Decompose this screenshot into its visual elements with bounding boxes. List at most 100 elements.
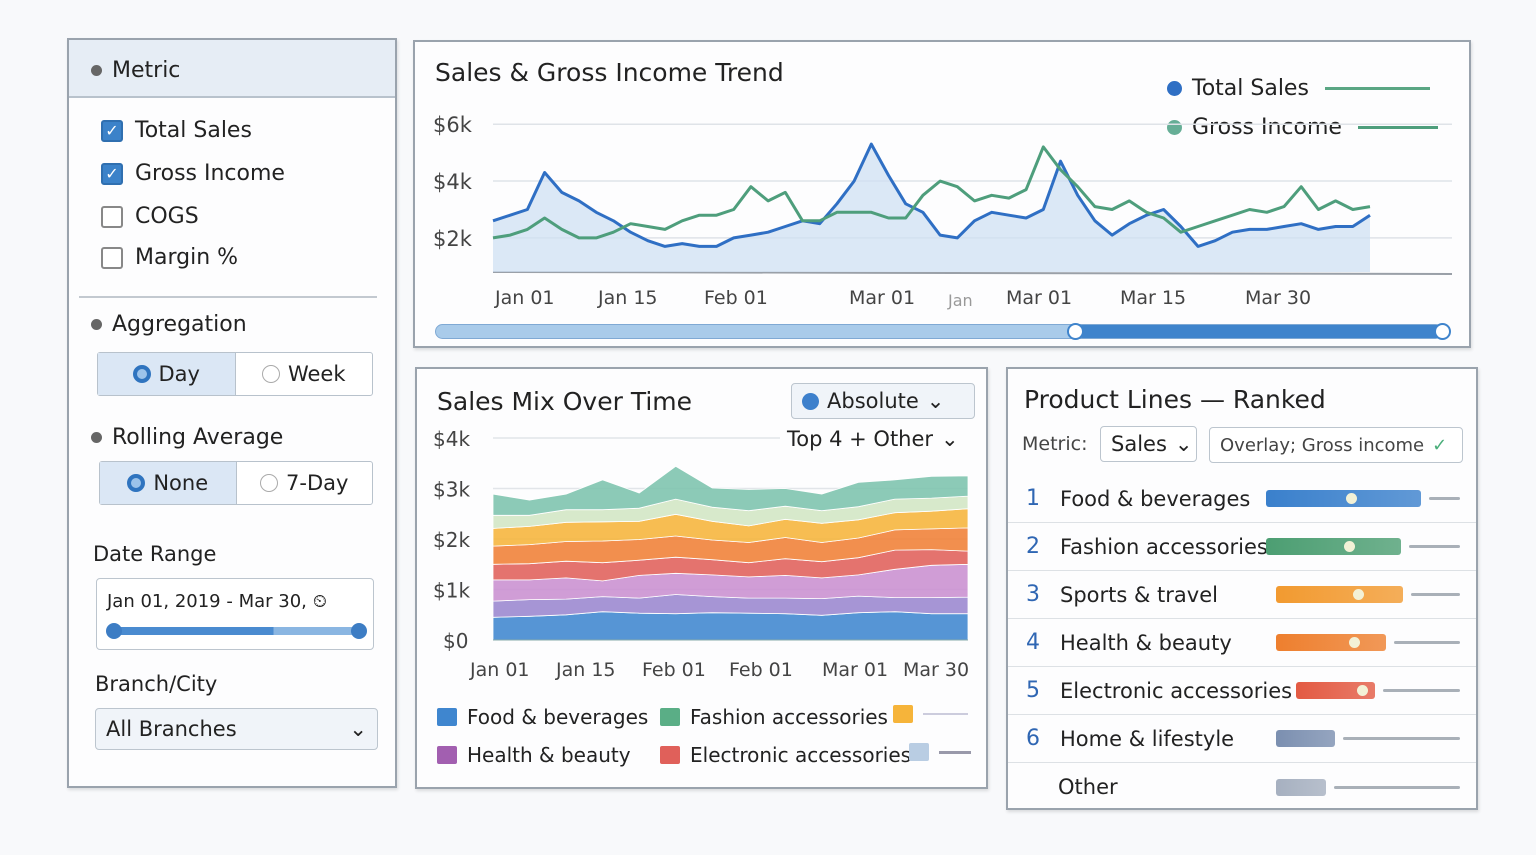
legend-label: Health & beauty [467,743,631,767]
product-line-label: Fashion accessories [1060,534,1268,559]
overlay-toggle[interactable]: Overlay; Gross income ✓ [1209,427,1463,463]
legend-gross-income[interactable]: Gross Income [1167,115,1438,140]
chevron-down-icon: ⌄ [941,427,959,451]
checkbox-margin[interactable]: Margin % [101,245,238,270]
gross-income-marker [1357,685,1368,696]
overlay-label: Overlay; Gross income [1220,434,1425,456]
option-day[interactable]: Day [98,353,236,395]
ranked-row[interactable]: 4 Health & beauty [1008,619,1476,667]
legend-swatch [660,746,680,764]
ranked-row[interactable]: 3 Sports & travel [1008,571,1476,619]
bar-track [1334,785,1460,789]
checkbox-label: Margin % [135,245,239,270]
branch-select[interactable]: All Branches ⌄ [95,708,378,750]
legend-label: Fashion accessories [690,705,888,729]
bullet-icon [91,432,102,443]
filter-sidebar: Metric ✓ Total Sales ✓ Gross Income COGS M… [67,38,397,788]
bullet-icon [91,319,102,330]
radio-icon [261,365,280,383]
grouping-value: Top 4 + Other [787,427,934,451]
sales-bar [1276,778,1326,796]
option-none[interactable]: None [100,462,237,504]
option-7-day[interactable]: 7-Day [237,462,373,504]
grouping-select[interactable]: Top 4 + Other ⌄ [787,427,959,451]
option-week[interactable]: Week [236,353,373,395]
product-line-label: Electronic accessories [1060,678,1293,703]
scrollbar-handle-right[interactable] [1434,323,1451,340]
bar-track [1429,497,1460,500]
ranked-row[interactable]: 5 Electronic accessories [1008,667,1476,715]
legend-total-sales[interactable]: Total Sales [1167,76,1430,101]
bar-track [1411,593,1460,596]
metric-select[interactable]: Sales ⌄ [1100,426,1197,462]
trend-title: Sales & Gross Income Trend [435,58,784,87]
scrollbar-handle-left[interactable] [1067,323,1084,340]
legend-dot-icon [1167,120,1182,135]
legend-swatch [660,708,680,726]
gross-income-marker [1349,637,1360,648]
legend-line-icon [923,713,968,715]
aggregation-toggle: Day Week [97,352,373,396]
bar-track [1409,545,1460,548]
metric-value: Sales [1111,432,1167,456]
legend-item-6[interactable] [909,743,971,761]
bar-track [1383,689,1460,692]
legend-item-3[interactable] [893,705,968,723]
sales-bar [1276,586,1403,603]
bar-track [1394,641,1460,644]
ranked-row[interactable]: 6 Home & lifestyle [1008,715,1476,763]
metric-label: Metric: [1022,433,1088,455]
branch-value: All Branches [106,717,237,741]
legend-label: Total Sales [1192,76,1309,101]
sales-bar [1276,730,1335,747]
legend-fashion[interactable]: Fashion accessories [660,705,888,729]
checkbox-total-sales[interactable]: ✓ Total Sales [101,118,252,143]
date-range-title: Date Range [93,542,217,566]
gross-income-marker [1346,493,1357,504]
rolling-toggle: None 7-Day [99,461,373,505]
slider-handle-start[interactable] [106,623,122,639]
legend-health[interactable]: Health & beauty [437,743,631,767]
radio-selected-icon [127,474,146,492]
divider [79,296,377,298]
metric-header: Metric [69,40,395,98]
ranked-row[interactable]: 2 Fashion accessories [1008,523,1476,571]
product-line-label: Other [1058,775,1118,799]
mode-select[interactable]: Absolute ⌄ [791,383,975,419]
legend-electronic[interactable]: Electronic accessories [660,743,911,767]
sales-bar [1276,634,1386,651]
mode-value: Absolute [827,389,919,413]
date-range-slider[interactable] [111,627,361,635]
rank-number: 1 [1026,486,1040,511]
radio-icon [260,474,279,492]
ranked-title: Product Lines — Ranked [1024,385,1326,414]
option-label: Day [158,362,200,386]
legend-label: Food & beverages [467,705,649,729]
time-scrollbar[interactable] [435,323,1451,340]
bullet-icon [91,65,102,76]
legend-food[interactable]: Food & beverages [437,705,648,729]
option-label: None [153,471,209,495]
legend-label: Electronic accessories [690,743,912,767]
product-line-label: Home & lifestyle [1060,726,1235,751]
ranked-row[interactable]: 1 Food & beverages [1008,475,1476,523]
checkbox-label: Gross Income [135,161,285,186]
sales-bar [1266,490,1421,507]
chevron-down-icon: ⌄ [349,717,367,741]
date-range-picker[interactable]: Jan 01, 2019 - Mar 30, ⏲ [96,578,374,650]
mode-dot-icon [802,392,819,410]
legend-line-icon [939,750,971,754]
sales-bar [1266,538,1401,555]
product-line-label: Sports & travel [1060,582,1218,607]
checkbox-unchecked-icon [101,246,123,269]
ranked-row[interactable]: Other [1008,763,1476,811]
checkbox-cogs[interactable]: COGS [101,204,199,229]
checkbox-gross-income[interactable]: ✓ Gross Income [101,161,285,186]
gross-income-marker [1353,589,1364,600]
option-label: 7-Day [286,471,349,495]
slider-handle-end[interactable] [351,623,367,639]
scrollbar-thumb[interactable] [1076,325,1444,338]
date-range-value: Jan 01, 2019 - Mar 30, [107,591,307,612]
rank-number: 6 [1026,726,1040,751]
sales-bar [1296,682,1375,699]
